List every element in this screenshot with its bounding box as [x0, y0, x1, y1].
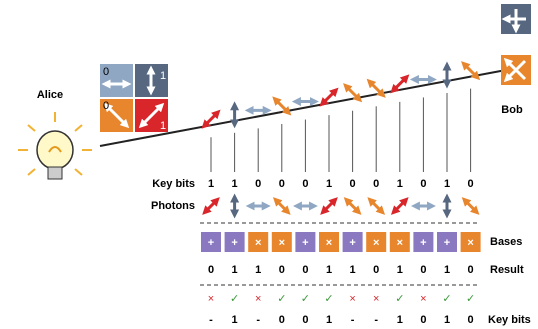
result-bit: 0 — [420, 264, 426, 276]
result-bit: 0 — [302, 264, 308, 276]
result-bit: 1 — [232, 264, 238, 276]
match-mark: ✓ — [301, 293, 310, 305]
key-bit: 0 — [468, 178, 474, 190]
photon — [371, 200, 382, 211]
row-label: Photons — [151, 200, 195, 212]
basis-symbol: × — [326, 237, 332, 249]
key-bit: 1 — [397, 178, 403, 190]
basis-symbol: × — [279, 237, 285, 249]
photon — [394, 200, 405, 211]
match-mark: × — [208, 293, 214, 305]
key-bit: 1 — [444, 178, 450, 190]
key-bit: 0 — [255, 178, 261, 190]
match-mark: ✓ — [324, 293, 333, 305]
basis-symbol: + — [444, 237, 450, 249]
final-key-bit: - — [351, 314, 355, 326]
key-bit: 0 — [420, 178, 426, 190]
photon — [275, 100, 288, 113]
key-bit: 0 — [302, 178, 308, 190]
basis-symbol: + — [208, 237, 214, 249]
photon — [347, 200, 358, 211]
basis-bit: 0 — [103, 66, 109, 78]
result-bit: 1 — [397, 264, 403, 276]
result-bit: 1 — [350, 264, 356, 276]
result-bit: 0 — [468, 264, 474, 276]
photon — [276, 200, 287, 211]
result-bit: 1 — [255, 264, 261, 276]
match-mark: ✓ — [230, 293, 239, 305]
match-mark: × — [349, 293, 355, 305]
key-bit: 1 — [208, 178, 214, 190]
basis-symbol: + — [231, 237, 237, 249]
final-key-bit: 1 — [397, 314, 403, 326]
match-mark: ✓ — [442, 293, 451, 305]
key-bit: 0 — [279, 178, 285, 190]
photon — [464, 64, 477, 77]
bb84-diagram: Alice Bob 0 1 0 1 Key bits Photons Bases… — [0, 0, 538, 329]
row-label: Result — [490, 264, 524, 276]
alice-label: Alice — [37, 89, 63, 101]
basis-symbol: × — [373, 237, 379, 249]
result-bit: 1 — [326, 264, 332, 276]
final-key-bit: - — [209, 314, 213, 326]
match-mark: ✓ — [466, 293, 475, 305]
row-label: Key bits — [488, 314, 531, 326]
final-key-bit: 1 — [232, 314, 238, 326]
match-mark: × — [255, 293, 261, 305]
final-key-bit: - — [256, 314, 260, 326]
basis-symbol: + — [302, 237, 308, 249]
match-mark: ✓ — [395, 293, 404, 305]
final-key-bit: 0 — [420, 314, 426, 326]
basis-bit: 0 — [103, 100, 109, 112]
match-mark: × — [373, 293, 379, 305]
final-key-bit: 1 — [444, 314, 450, 326]
bob-label: Bob — [501, 104, 523, 116]
basis-symbol: × — [467, 237, 473, 249]
alice-bases — [100, 64, 168, 132]
basis-symbol: × — [255, 237, 261, 249]
final-key-bit: 0 — [468, 314, 474, 326]
key-bit: 0 — [373, 178, 379, 190]
match-mark: × — [420, 293, 426, 305]
key-bit: 1 — [232, 178, 238, 190]
result-bit: 0 — [373, 264, 379, 276]
match-mark: ✓ — [277, 293, 286, 305]
photon — [205, 200, 216, 211]
photon — [370, 82, 383, 95]
key-bit: 0 — [350, 178, 356, 190]
bob-bases — [501, 4, 531, 85]
photon — [346, 86, 359, 99]
row-label: Bases — [490, 236, 522, 248]
final-key-bit: 0 — [279, 314, 285, 326]
key-bit: 1 — [326, 178, 332, 190]
final-key-bit: - — [374, 314, 378, 326]
result-bit: 1 — [444, 264, 450, 276]
lightbulb — [18, 112, 92, 179]
basis-bit: 1 — [160, 120, 166, 132]
result-bit: 0 — [279, 264, 285, 276]
photon — [323, 200, 334, 211]
row-label: Key bits — [152, 178, 195, 190]
final-key-bit: 0 — [302, 314, 308, 326]
result-bit: 0 — [208, 264, 214, 276]
final-key-bit: 1 — [326, 314, 332, 326]
photon — [465, 200, 476, 211]
basis-symbol: + — [420, 237, 426, 249]
basis-bit: 1 — [160, 70, 166, 82]
basis-symbol: + — [349, 237, 355, 249]
basis-symbol: × — [397, 237, 403, 249]
